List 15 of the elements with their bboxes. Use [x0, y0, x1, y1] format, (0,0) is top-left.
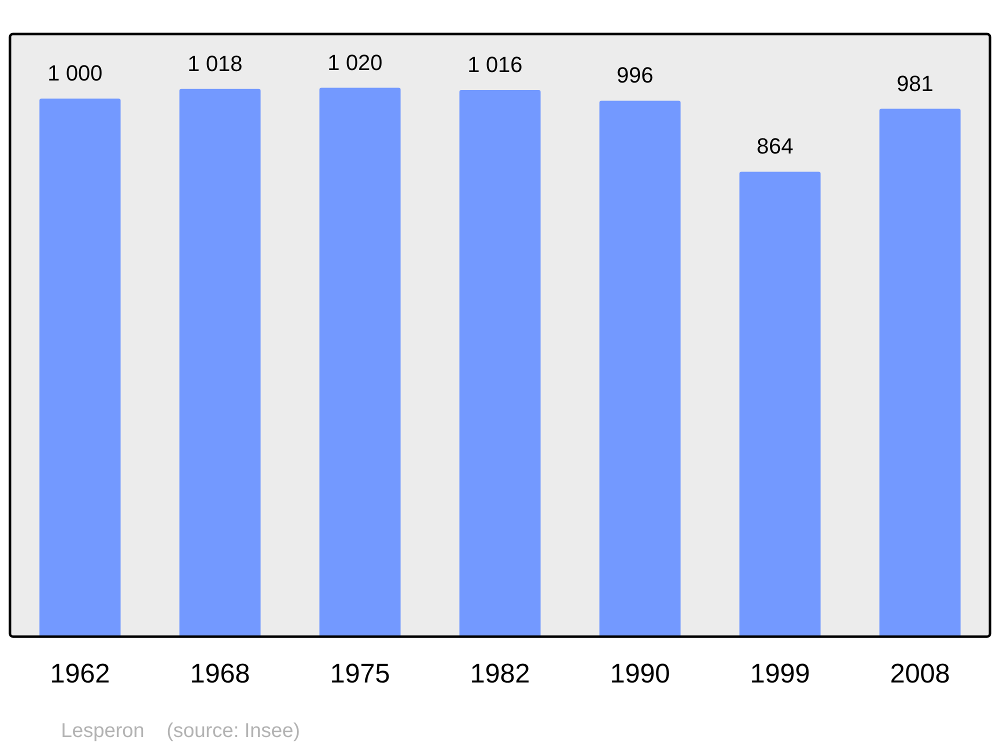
x-tick-label: 1975	[330, 658, 390, 688]
data-label: 864	[756, 134, 794, 159]
data-label: 1 020	[327, 50, 383, 75]
x-tick-label: 1962	[50, 658, 110, 688]
data-label: 996	[616, 62, 654, 88]
x-tick-label: 1968	[190, 658, 250, 688]
data-label: 1 016	[467, 52, 523, 77]
text: Lesperon (source: Insee)	[61, 720, 300, 742]
x-tick-label: 1999	[750, 658, 810, 688]
data-label: 1 018	[187, 50, 243, 76]
x-tick-label: 1982	[470, 658, 530, 688]
x-tick-label: 2008	[890, 658, 950, 688]
data-label: 981	[896, 70, 934, 96]
data-label: 1 000	[47, 60, 103, 86]
x-tick-label: 1990	[610, 658, 670, 688]
